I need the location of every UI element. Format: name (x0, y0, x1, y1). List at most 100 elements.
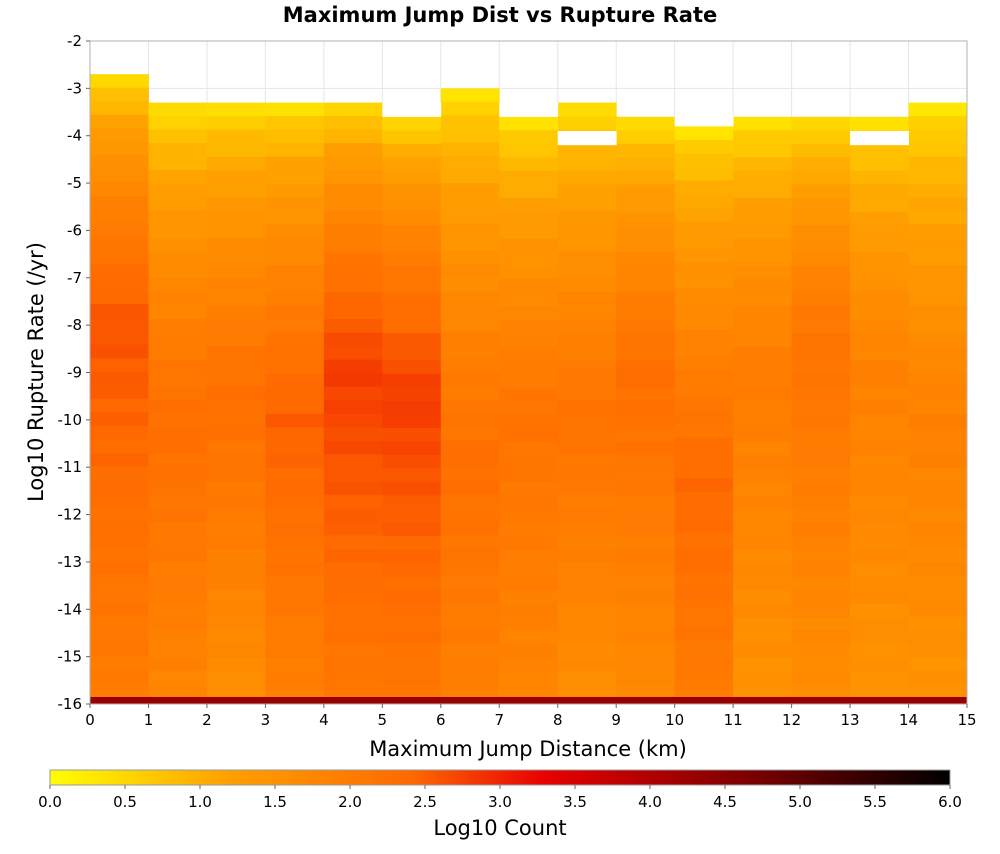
heatmap-cell (908, 237, 968, 252)
heatmap-cell-bottom-row (791, 696, 851, 704)
heatmap-cell (850, 116, 909, 131)
y-tick-label: -16 (58, 695, 83, 713)
x-tick-label: 4 (319, 711, 329, 729)
heatmap-cell (791, 306, 851, 321)
heatmap-cell (791, 333, 851, 348)
heatmap-cell (733, 265, 792, 280)
heatmap-cell (382, 170, 442, 185)
heatmap-cell (90, 344, 149, 359)
heatmap-cell (440, 88, 500, 103)
heatmap-cell (382, 400, 442, 415)
heatmap-cell (440, 196, 500, 211)
heatmap-cell (382, 617, 442, 632)
heatmap-cell (499, 387, 559, 402)
heatmap-cell (499, 170, 559, 185)
heatmap-cell-empty (557, 130, 617, 146)
heatmap-cell (733, 549, 792, 564)
heatmap-cell (791, 319, 851, 334)
heatmap-cell (265, 170, 325, 185)
heatmap-cell (674, 369, 734, 384)
heatmap-cell (499, 225, 559, 239)
heatmap-cell (440, 372, 500, 387)
heatmap-cell (148, 589, 208, 604)
heatmap-cell (674, 356, 734, 371)
heatmap-cell (382, 455, 442, 469)
heatmap-cell (440, 264, 500, 279)
heatmap-cell (440, 142, 500, 157)
heatmap-cell (323, 643, 383, 658)
heatmap-cell (323, 291, 383, 306)
heatmap-cell (499, 157, 559, 172)
x-tick-label: 13 (841, 711, 860, 729)
heatmap-cell (90, 358, 149, 373)
heatmap-cell (90, 250, 149, 264)
heatmap-cell (90, 87, 149, 102)
heatmap-cell (440, 670, 500, 685)
heatmap-cell (206, 319, 266, 333)
x-tick-label: 3 (261, 711, 271, 729)
heatmap-cell (908, 210, 968, 225)
heatmap-cell (674, 153, 734, 168)
heatmap-cell (850, 590, 909, 605)
heatmap-cell (90, 398, 149, 413)
heatmap-cell (557, 630, 617, 645)
heatmap-cell (90, 561, 149, 576)
heatmap-cell (733, 333, 792, 348)
heatmap-cell (850, 197, 909, 212)
heatmap-cell (265, 413, 325, 428)
heatmap-cell (90, 669, 149, 684)
heatmap-cell (616, 644, 676, 659)
heatmap-cell (499, 522, 559, 537)
heatmap-cell (382, 657, 442, 672)
heatmap-cell (440, 616, 500, 630)
heatmap-cell (323, 454, 383, 469)
heatmap-cell (733, 184, 792, 199)
heatmap-cell (382, 333, 442, 348)
heatmap-cell (674, 275, 734, 290)
heatmap-cell (382, 292, 442, 307)
heatmap-cell (440, 304, 500, 319)
heatmap-cell (206, 413, 266, 428)
heatmap-cell (440, 507, 500, 522)
heatmap-cell (908, 684, 968, 697)
heatmap-cell (850, 522, 909, 537)
heatmap-cell (206, 170, 266, 185)
heatmap-cell (850, 319, 909, 334)
heatmap-cell (382, 306, 442, 321)
heatmap-cell (616, 536, 676, 551)
heatmap-cell (148, 170, 208, 185)
heatmap-cell (206, 603, 266, 618)
heatmap-cell (616, 495, 676, 510)
heatmap-cell (206, 576, 266, 591)
heatmap-cell (850, 455, 909, 469)
heatmap-cell (733, 143, 792, 158)
heatmap-cell (557, 386, 617, 401)
heatmap-cell (148, 183, 208, 198)
heatmap-cell (557, 440, 617, 455)
heatmap-cell (323, 494, 383, 509)
heatmap-cell (148, 346, 208, 361)
heatmap-cell (323, 210, 383, 225)
heatmap-cell (382, 373, 442, 388)
heatmap-cell (148, 224, 208, 239)
heatmap-cell (265, 143, 325, 158)
heatmap-cell (616, 360, 676, 375)
heatmap-cell (382, 157, 442, 172)
heatmap-cell (674, 126, 734, 141)
heatmap-cell (616, 157, 676, 172)
heatmap-cell (206, 237, 266, 252)
heatmap-cell (90, 141, 149, 156)
heatmap-cell (557, 454, 617, 469)
heatmap-cell (148, 400, 208, 415)
heatmap-cell (499, 400, 559, 415)
heatmap-cell (616, 414, 676, 429)
heatmap-cell (674, 667, 734, 682)
heatmap-cell (733, 373, 792, 388)
x-axis-label: Maximum Jump Distance (km) (369, 737, 687, 761)
heatmap-cell (382, 211, 442, 226)
heatmap-cell (850, 333, 909, 348)
heatmap-cell (850, 225, 909, 239)
heatmap-cell-bottom-row (382, 696, 442, 704)
heatmap-cell (323, 670, 383, 685)
x-tick-label: 6 (436, 711, 446, 729)
